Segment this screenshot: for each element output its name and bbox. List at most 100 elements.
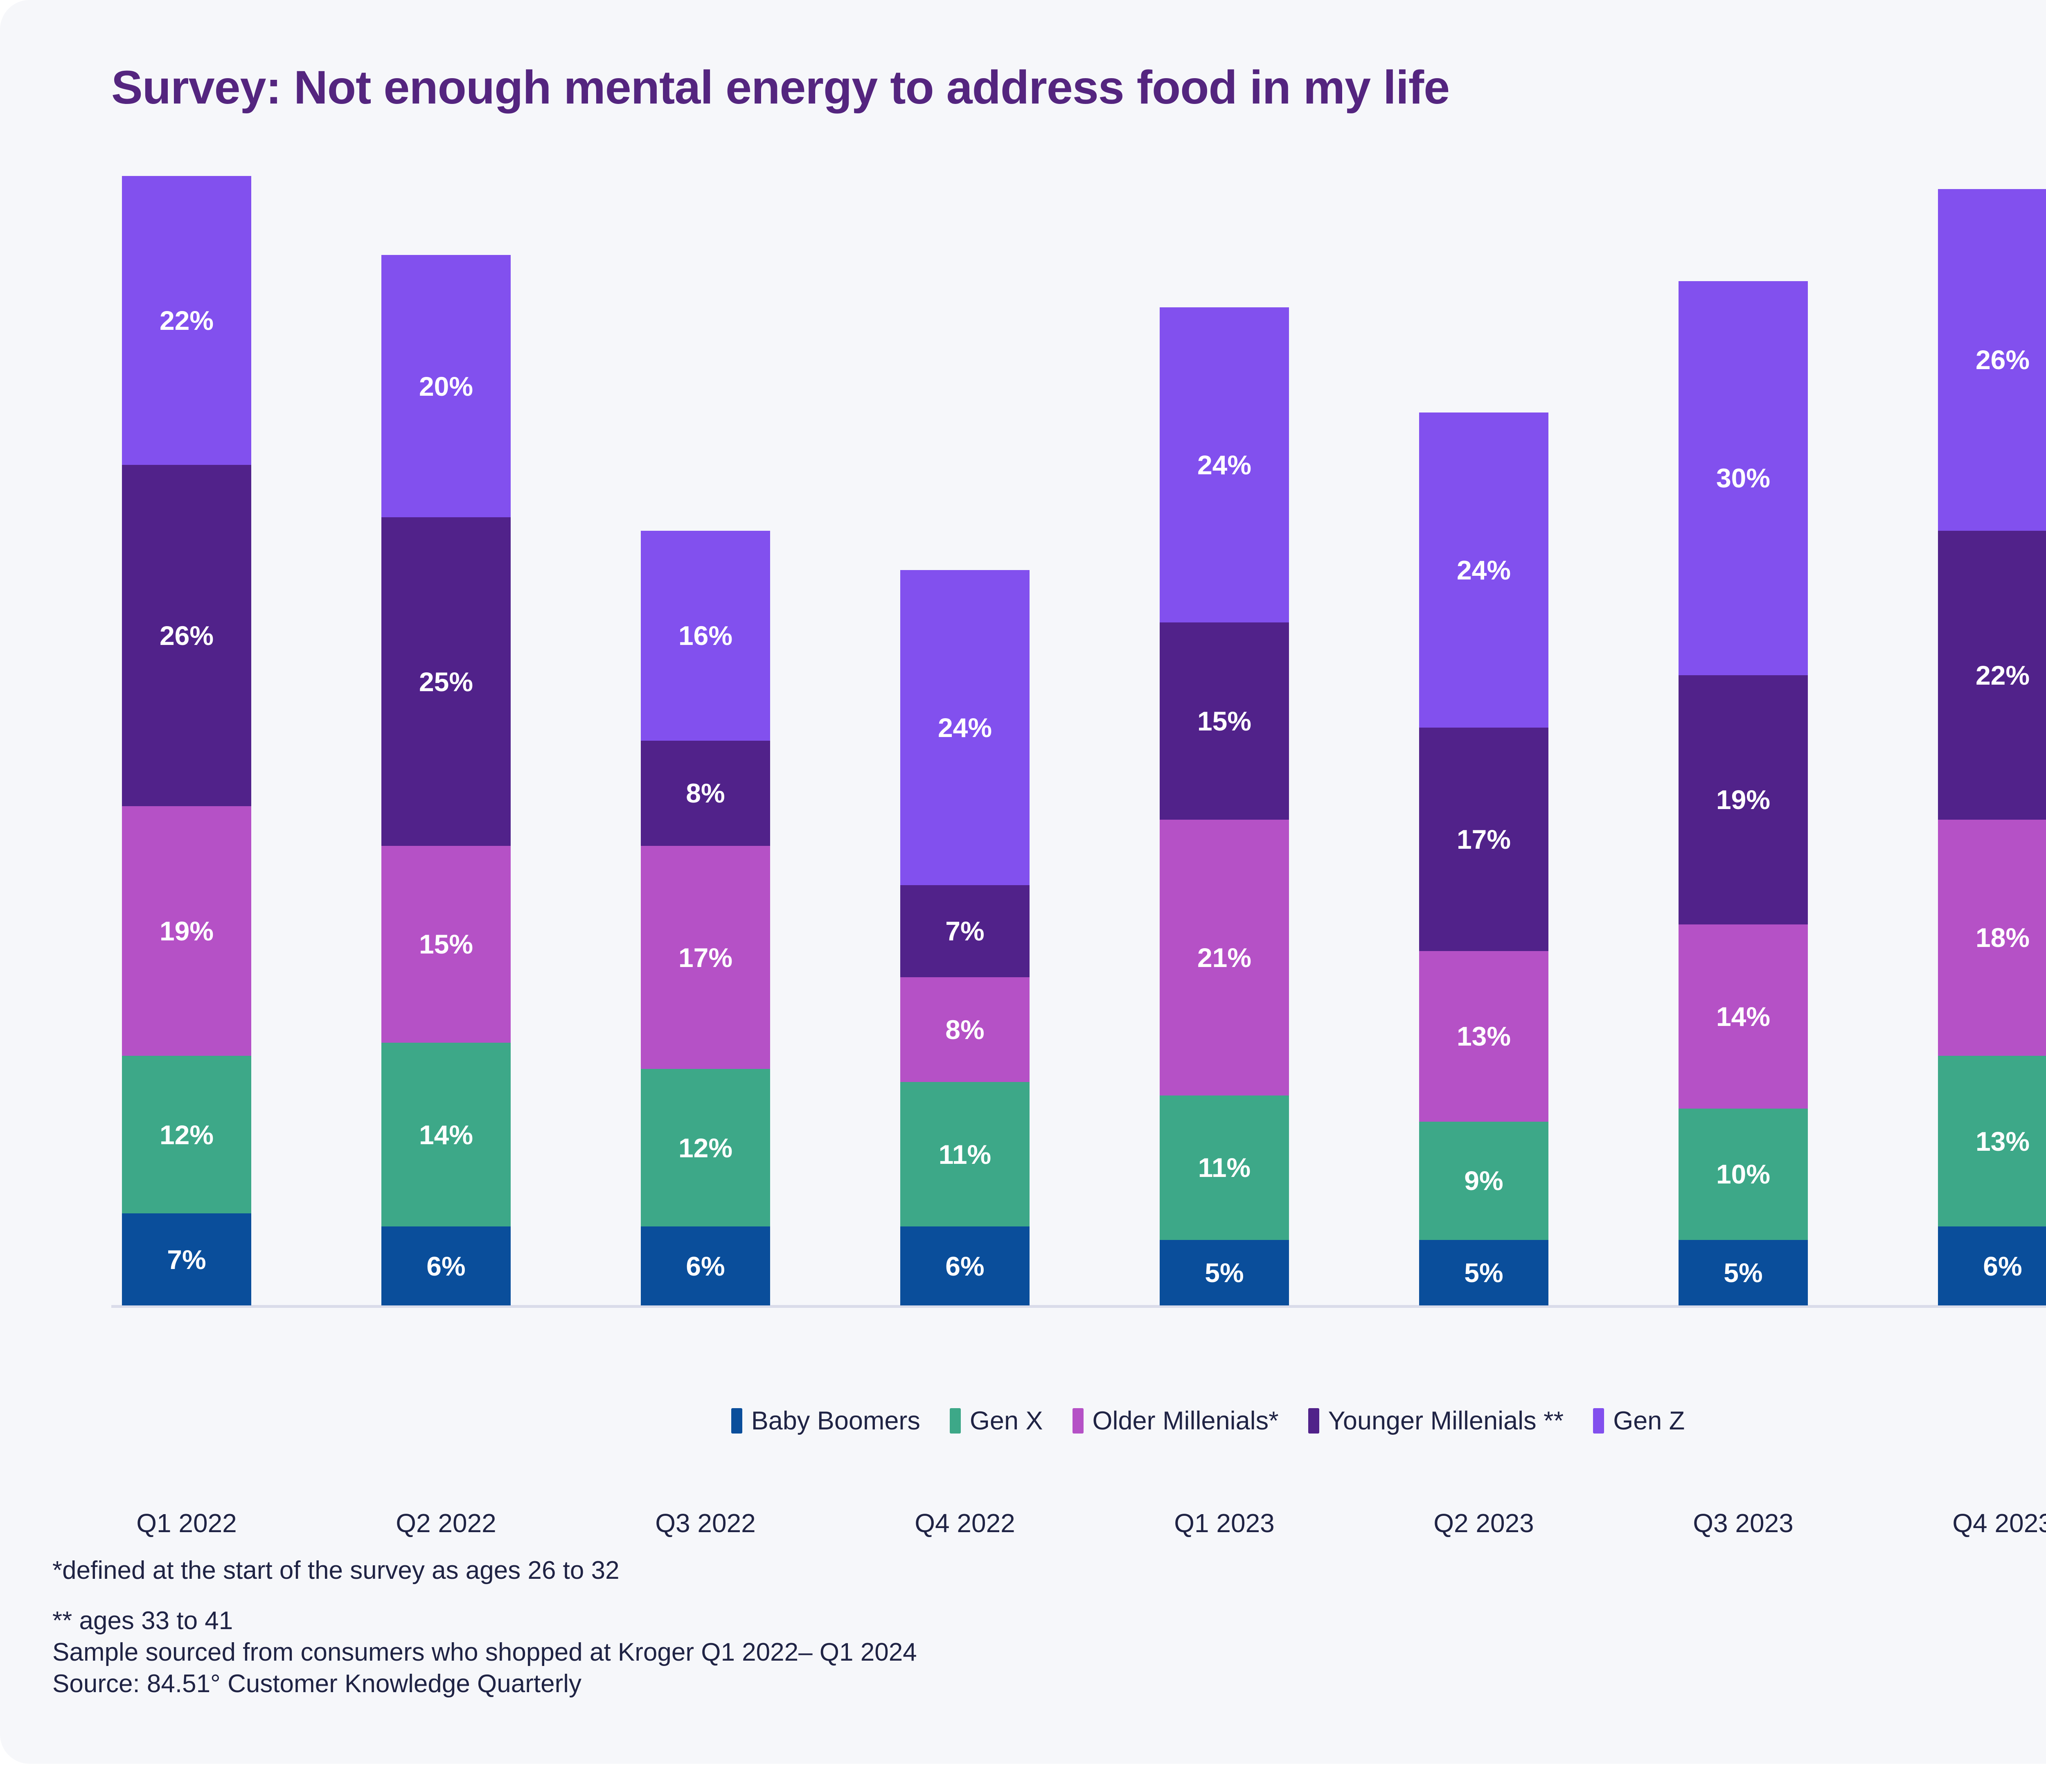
bar-segment[interactable]: 15% [1160, 622, 1289, 820]
bar-segment[interactable]: 6% [641, 1226, 770, 1305]
legend-swatch-icon [949, 1408, 961, 1434]
bar-segment[interactable]: 21% [1160, 819, 1289, 1095]
legend-item-label: Gen Z [1613, 1407, 1685, 1435]
bar-segment-value: 26% [159, 620, 214, 651]
bar-segment-value: 19% [159, 916, 214, 947]
chart-legend: Baby Boomers Gen X Older Millenials* Younge… [111, 1406, 2046, 1436]
bar-segment[interactable]: 6% [381, 1226, 511, 1305]
bar-segment-value: 22% [159, 305, 214, 336]
bar-segment-value: 7% [945, 916, 985, 947]
bar-segment[interactable]: 13% [1938, 1056, 2046, 1227]
bar-segment[interactable]: 5% [1419, 1240, 1548, 1305]
bar-segment-value: 6% [686, 1251, 725, 1281]
bar-segment-value: 5% [1205, 1257, 1244, 1288]
bar-segment-value: 8% [945, 1014, 985, 1045]
footnote-sample-source: Sample sourced from consumers who shoppe… [52, 1638, 917, 1666]
bar-segment-value: 8% [686, 778, 725, 809]
bar-segment[interactable]: 14% [1679, 924, 1808, 1109]
bar-segment-value: 26% [1975, 345, 2030, 375]
x-axis-label: Q1 2023 [1174, 1508, 1275, 1538]
bar-segment[interactable]: 24% [1160, 307, 1289, 623]
bar-segment-value: 14% [1716, 1001, 1771, 1032]
x-axis-label: Q1 2022 [136, 1508, 237, 1538]
bar-segment[interactable]: 7% [900, 885, 1030, 977]
bar-column[interactable]: 6% 14% 15% 25% 20% [381, 255, 511, 1305]
legend-swatch-icon [1072, 1408, 1084, 1434]
x-axis-line [111, 1305, 2046, 1308]
footnotes: *defined at the start of the survey as a… [52, 1557, 917, 1698]
bar-segment[interactable]: 12% [641, 1069, 770, 1227]
legend-item[interactable]: Baby Boomers [731, 1406, 920, 1436]
bar-segment-value: 17% [678, 942, 733, 973]
bar-column[interactable]: 5% 10% 14% 19% 30% [1679, 281, 1808, 1305]
bar-segment-value: 25% [419, 666, 473, 697]
bar-segment[interactable]: 14% [381, 1043, 511, 1227]
bar-segment[interactable]: 13% [1419, 951, 1548, 1122]
bar-segment[interactable]: 17% [1419, 727, 1548, 951]
bar-column[interactable]: 5% 9% 13% 17% 24% [1419, 412, 1548, 1305]
legend-item-label: Younger Millenials ** [1328, 1407, 1564, 1435]
bar-segment-value: 7% [167, 1244, 206, 1275]
bar-segment[interactable]: 16% [641, 530, 770, 741]
bar-segment-value: 30% [1716, 463, 1771, 494]
bar-segment[interactable]: 25% [381, 517, 511, 846]
legend-item[interactable]: Younger Millenials ** [1308, 1406, 1564, 1436]
bar-segment-value: 14% [419, 1119, 473, 1150]
bar-segment[interactable]: 6% [1938, 1226, 2046, 1305]
bar-segment[interactable]: 22% [1938, 530, 2046, 820]
bar-segment[interactable]: 5% [1679, 1240, 1808, 1305]
bar-segment-value: 17% [1456, 824, 1511, 854]
bar-segment[interactable]: 6% [900, 1226, 1030, 1305]
bar-segment[interactable]: 19% [1679, 675, 1808, 925]
bar-column[interactable]: 6% 13% 18% 22% 26% [1938, 189, 2046, 1305]
legend-item-label: Baby Boomers [751, 1407, 920, 1435]
bar-segment[interactable]: 17% [641, 845, 770, 1069]
bar-segment[interactable]: 9% [1419, 1121, 1548, 1240]
bar-segment-value: 11% [938, 1139, 991, 1170]
bar-segment[interactable]: 19% [122, 806, 251, 1056]
x-axis-label: Q2 2023 [1433, 1508, 1534, 1538]
bar-segment[interactable]: 7% [122, 1213, 251, 1305]
bar-segment[interactable]: 18% [1938, 819, 2046, 1056]
bar-segment[interactable]: 26% [1938, 189, 2046, 531]
bar-segment[interactable]: 11% [900, 1082, 1030, 1227]
bar-segment-value: 6% [945, 1251, 985, 1281]
x-axis-label: Q3 2022 [655, 1508, 756, 1538]
bar-column[interactable]: 7% 12% 19% 26% 22% [122, 176, 251, 1305]
bar-segment[interactable]: 24% [900, 570, 1030, 886]
bar-segment-value: 13% [1456, 1021, 1511, 1052]
bar-segment-value: 20% [419, 371, 473, 401]
footnote-younger-millenials: ** ages 33 to 41 [52, 1606, 233, 1635]
legend-item[interactable]: Older Millenials* [1072, 1406, 1279, 1436]
bar-segment-value: 24% [937, 712, 992, 743]
bar-segment[interactable]: 20% [381, 255, 511, 518]
bar-column[interactable]: 5% 11% 21% 15% 24% [1160, 307, 1289, 1305]
bar-segment[interactable]: 22% [122, 176, 251, 465]
legend-item[interactable]: Gen Z [1593, 1406, 1685, 1436]
bar-segment-value: 6% [426, 1251, 466, 1281]
legend-item[interactable]: Gen X [949, 1406, 1043, 1436]
bar-segment[interactable]: 8% [900, 977, 1030, 1082]
bar-segment-value: 24% [1197, 450, 1252, 480]
bar-segment[interactable]: 12% [122, 1056, 251, 1214]
bar-segment[interactable]: 11% [1160, 1095, 1289, 1240]
bar-column[interactable]: 6% 12% 17% 8% 16% [641, 530, 770, 1305]
bar-column[interactable]: 6% 11% 8% 7% 24% [900, 570, 1030, 1305]
bar-segment-value: 6% [1983, 1251, 2022, 1281]
footnote-source: Source: 84.51° Customer Knowledge Quarte… [52, 1669, 582, 1698]
x-axis-label: Q2 2022 [396, 1508, 496, 1538]
bar-segment-value: 9% [1464, 1165, 1503, 1196]
bar-segment[interactable]: 10% [1679, 1108, 1808, 1240]
bar-segment[interactable]: 8% [641, 741, 770, 846]
bar-segment-value: 21% [1197, 942, 1252, 973]
bar-segment-value: 24% [1456, 555, 1511, 585]
bar-segment-value: 22% [1975, 660, 2030, 690]
bar-segment[interactable]: 15% [381, 845, 511, 1043]
bar-segment[interactable]: 26% [122, 465, 251, 807]
bar-segment[interactable]: 24% [1419, 412, 1548, 728]
bar-segment[interactable]: 5% [1160, 1240, 1289, 1305]
bar-segment-value: 19% [1716, 784, 1771, 815]
bar-segment[interactable]: 30% [1679, 281, 1808, 675]
bar-segment-value: 11% [1198, 1152, 1251, 1183]
